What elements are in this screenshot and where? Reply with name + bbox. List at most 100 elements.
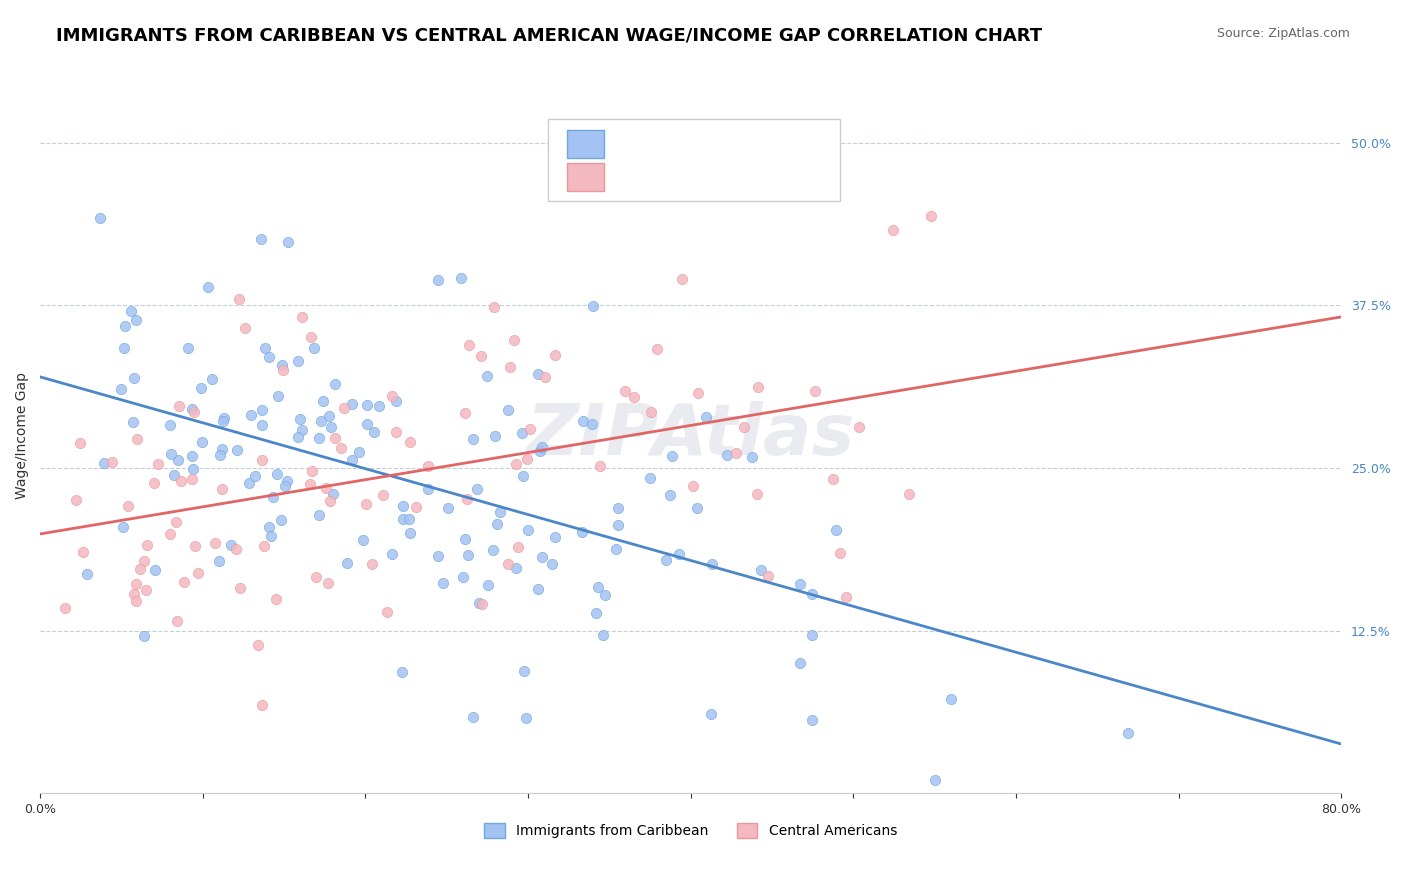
Point xyxy=(512,469,534,483)
Point xyxy=(159,527,181,541)
Point xyxy=(702,557,724,571)
Point xyxy=(276,474,298,488)
Point xyxy=(135,538,157,552)
Point xyxy=(700,707,723,722)
Point xyxy=(274,479,297,493)
Point xyxy=(458,337,481,351)
Point xyxy=(356,398,378,412)
Point xyxy=(695,409,717,424)
Point xyxy=(416,482,439,496)
Point xyxy=(302,341,325,355)
Point xyxy=(499,359,522,374)
Point xyxy=(252,403,274,417)
Point xyxy=(607,501,630,516)
Point xyxy=(125,577,148,591)
Point xyxy=(273,363,295,377)
Point xyxy=(181,461,204,475)
Point xyxy=(882,223,904,237)
Point xyxy=(72,545,94,559)
Point xyxy=(585,606,607,620)
Point xyxy=(228,581,250,595)
Point xyxy=(129,562,152,576)
Point xyxy=(668,547,690,561)
Point xyxy=(184,539,207,553)
Point xyxy=(336,556,359,570)
Point xyxy=(267,389,290,403)
Text: ZIPAtlas: ZIPAtlas xyxy=(526,401,855,470)
Point xyxy=(426,549,449,563)
Point xyxy=(724,446,747,460)
Point xyxy=(398,512,420,526)
Point xyxy=(342,397,364,411)
Point xyxy=(623,390,645,404)
Point xyxy=(363,425,385,439)
Point xyxy=(640,405,662,419)
FancyBboxPatch shape xyxy=(567,130,603,158)
Point xyxy=(356,417,378,432)
Point xyxy=(124,594,146,608)
Point xyxy=(148,457,170,471)
Point xyxy=(654,553,676,567)
Point xyxy=(208,554,231,568)
Point xyxy=(250,698,273,713)
Point xyxy=(323,431,346,445)
Point xyxy=(257,520,280,534)
Point xyxy=(122,587,145,601)
Point xyxy=(381,389,404,403)
Point xyxy=(125,432,148,446)
Point xyxy=(233,321,256,335)
Point xyxy=(477,578,499,592)
Point xyxy=(661,449,683,463)
Point xyxy=(53,600,76,615)
Point xyxy=(824,524,846,538)
Point xyxy=(204,536,226,550)
Point xyxy=(349,445,371,459)
Point xyxy=(465,482,488,496)
Point xyxy=(180,472,202,486)
Point xyxy=(240,408,263,422)
Point xyxy=(804,384,827,399)
Point xyxy=(211,442,233,456)
Point xyxy=(745,487,768,501)
Text: -0.162: -0.162 xyxy=(665,140,720,155)
Point xyxy=(173,574,195,589)
Point xyxy=(416,458,439,473)
Point xyxy=(135,583,157,598)
Point xyxy=(399,435,422,450)
Point xyxy=(228,292,250,306)
FancyBboxPatch shape xyxy=(547,119,841,202)
Point xyxy=(502,334,524,348)
Point xyxy=(543,530,565,544)
Text: 144: 144 xyxy=(779,140,811,155)
Point xyxy=(299,330,322,344)
Point xyxy=(391,500,413,514)
Point xyxy=(291,423,314,437)
Point xyxy=(450,270,472,285)
Point xyxy=(741,450,763,464)
Point xyxy=(352,533,374,548)
Point xyxy=(340,453,363,467)
Point xyxy=(112,520,135,534)
Point xyxy=(187,566,209,580)
Point xyxy=(571,524,593,539)
Point xyxy=(270,513,292,527)
Point xyxy=(515,711,537,725)
Point xyxy=(426,272,449,286)
Point xyxy=(360,557,382,571)
Point xyxy=(323,376,346,391)
Point xyxy=(572,414,595,428)
Point xyxy=(166,615,188,629)
Point xyxy=(121,415,143,429)
Point xyxy=(165,516,187,530)
Point xyxy=(405,500,427,514)
Point xyxy=(159,447,181,461)
Point xyxy=(89,211,111,225)
Point xyxy=(671,272,693,286)
Point xyxy=(211,483,233,497)
Point xyxy=(312,394,335,409)
Text: 0.111: 0.111 xyxy=(665,174,717,189)
Point xyxy=(789,577,811,591)
Point xyxy=(245,469,267,483)
Point xyxy=(298,477,321,491)
Point xyxy=(309,414,332,428)
